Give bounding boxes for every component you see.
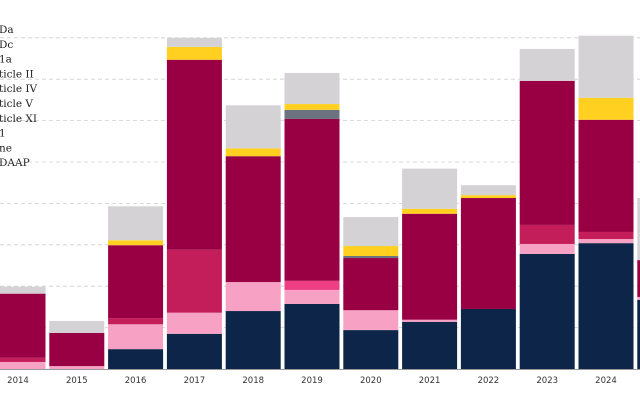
- legend-label: Da: [0, 24, 14, 36]
- bar-segment: [108, 324, 164, 350]
- bar-segment: [578, 119, 634, 232]
- bar-segment: [49, 320, 105, 333]
- bar-segment: [578, 97, 634, 120]
- bar-segment: [578, 231, 634, 240]
- legend-label: ticle V: [0, 98, 33, 110]
- legend-label: DAAP: [0, 157, 30, 169]
- bar-segment: [108, 240, 164, 246]
- x-tick-label: 2014: [7, 376, 29, 386]
- bar-segment: [108, 245, 164, 319]
- bar-segment: [0, 361, 46, 369]
- bar-segment: [343, 255, 399, 259]
- bar-segment: [343, 330, 399, 369]
- bar-segment: [519, 253, 575, 369]
- bar-segment: [166, 46, 222, 60]
- bar-segment: [343, 217, 399, 247]
- bar-segment: [225, 156, 281, 283]
- bar-segment: [49, 332, 105, 367]
- bar-segment: [519, 80, 575, 225]
- x-tick-label: 2021: [419, 376, 441, 386]
- x-tick-label: 2024: [595, 376, 617, 386]
- bar-segment: [460, 198, 516, 309]
- legend-label: ticle II: [0, 68, 34, 80]
- bar-segment: [0, 293, 46, 358]
- bar-segment: [284, 118, 340, 281]
- bar-segment: [637, 198, 640, 261]
- bar-segment: [578, 239, 634, 244]
- bar-segment: [343, 310, 399, 331]
- x-tick-label: 2018: [242, 376, 264, 386]
- bar-segment: [519, 224, 575, 244]
- x-tick-label: 2016: [125, 376, 147, 386]
- x-tick-label: 2017: [184, 376, 206, 386]
- bar-segment: [460, 185, 516, 196]
- bar-segment: [108, 206, 164, 241]
- legend-label: ticle IV: [0, 83, 38, 95]
- bar-segment: [284, 289, 340, 305]
- legend-label: 1a: [0, 54, 12, 66]
- x-tick-label: 2020: [360, 376, 382, 386]
- bar-segment: [166, 333, 222, 369]
- bar-segment: [402, 321, 458, 369]
- bar-segment: [225, 311, 281, 369]
- bar-segment: [0, 357, 46, 362]
- bar-segment: [225, 282, 281, 312]
- bar-segment: [402, 208, 458, 214]
- bar-segment: [166, 37, 222, 47]
- bar-segment: [460, 308, 516, 369]
- bar-segment: [578, 35, 634, 98]
- bar-segment: [284, 280, 340, 290]
- bar-segment: [402, 168, 458, 209]
- bar-segment: [637, 299, 640, 369]
- legend-label: Dc: [0, 39, 13, 51]
- bar-segment: [0, 286, 46, 294]
- legend-label: ne: [0, 142, 12, 154]
- bar-segment: [284, 304, 340, 369]
- x-tick-label: 2019: [301, 376, 323, 386]
- bar-segment: [460, 195, 516, 199]
- bar-segment: [166, 312, 222, 334]
- bar-segment: [284, 109, 340, 119]
- bar-segment: [284, 72, 340, 105]
- x-tick-label: 2023: [536, 376, 558, 386]
- bar-segment: [637, 260, 640, 297]
- bar-segment: [343, 246, 399, 256]
- bar-segment: [519, 243, 575, 254]
- bar-segment: [402, 213, 458, 320]
- bar-segment: [284, 104, 340, 110]
- x-tick-label: 2015: [66, 376, 88, 386]
- bar-segment: [578, 243, 634, 369]
- bar-segment: [108, 349, 164, 369]
- bar-segment: [49, 366, 105, 369]
- bar-segment: [166, 59, 222, 250]
- bar-segment: [225, 105, 281, 149]
- bar-segment: [108, 318, 164, 325]
- bar-segment: [519, 48, 575, 81]
- bar-segment: [225, 148, 281, 157]
- legend-label: 1: [0, 128, 6, 140]
- bar-segment: [637, 296, 640, 300]
- x-tick-label: 2022: [478, 376, 500, 386]
- bar-segment: [402, 319, 458, 322]
- bar-segment: [343, 258, 399, 311]
- bar-segment: [166, 249, 222, 313]
- legend-label: ticle XI: [0, 113, 37, 125]
